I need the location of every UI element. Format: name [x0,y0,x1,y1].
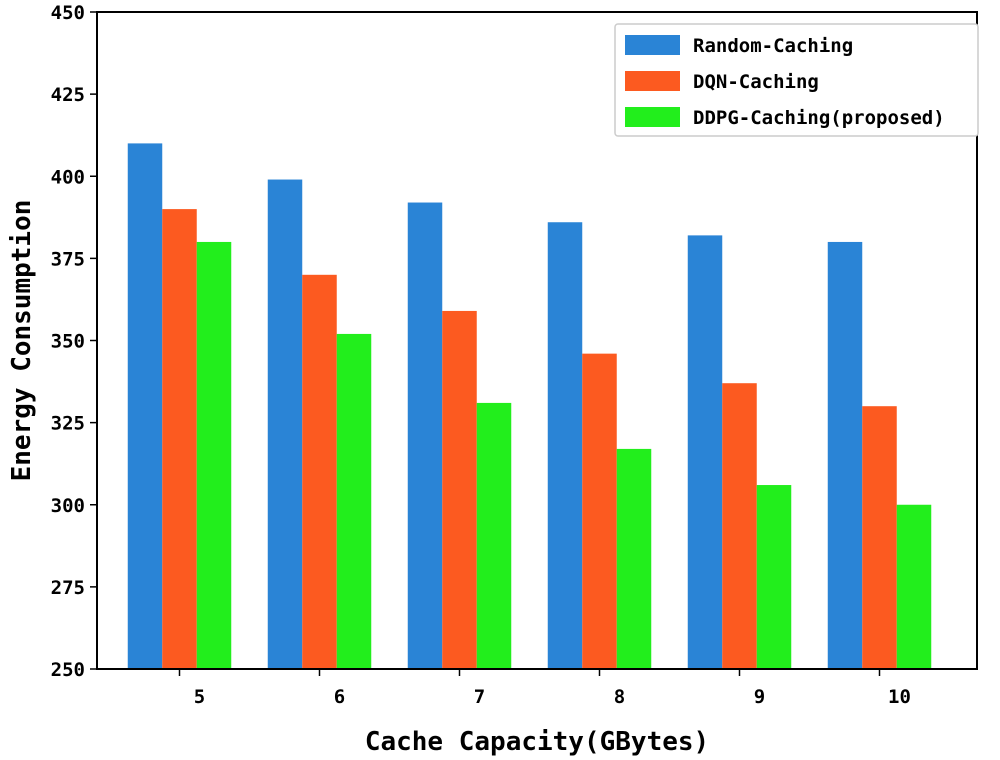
bar-ddpg-caching-proposed-8 [616,448,652,669]
bar-random-caching-8 [547,222,583,670]
y-tick-label: 250 [51,659,85,681]
x-axis-ticks: 5 6 7 8 9 10 [178,669,911,708]
bar-dqn-caching-10 [862,406,897,669]
bar-random-caching-9 [687,235,723,669]
bar-dqn-caching-5 [162,209,197,669]
legend-swatch [625,35,680,55]
legend-swatch [625,107,680,127]
y-tick-label: 375 [51,248,85,270]
legend: Random-Caching DQN-Caching DDPG-Caching(pr… [614,23,979,137]
legend-label: DQN-Caching [693,71,819,93]
x-tick-label: 5 [194,686,205,708]
legend-label: Random-Caching [693,35,853,57]
bar-dqn-caching-6 [302,274,337,669]
x-tick-label: 7 [474,686,485,708]
y-axis-label: Energy Consumption [7,200,37,482]
y-tick-label: 400 [51,166,85,188]
x-tick-label: 6 [334,686,345,708]
y-tick-label: 450 [51,2,85,24]
x-tick-label: 9 [754,686,765,708]
legend-label: DDPG-Caching(proposed) [693,107,945,129]
bar-ddpg-caching-proposed-10 [896,504,932,669]
legend-swatch [625,71,680,91]
y-tick-label: 325 [51,413,85,435]
y-tick-label: 350 [51,331,85,353]
bar-random-caching-5 [127,143,163,669]
y-tick-label: 275 [51,577,85,599]
x-tick-label: 8 [614,686,625,708]
bar-dqn-caching-8 [582,353,617,669]
bar-dqn-caching-7 [442,310,477,669]
y-tick-label: 300 [51,495,85,517]
y-axis-ticks: 250 275 300 325 350 375 400 425 450 [51,2,97,681]
bar-random-caching-6 [267,179,303,669]
bar-ddpg-caching-proposed-9 [756,485,792,669]
y-tick-label: 425 [51,84,85,106]
bar-ddpg-caching-proposed-6 [336,333,372,669]
x-tick-label: 10 [888,686,911,708]
bar-ddpg-caching-proposed-7 [476,402,512,669]
bar-dqn-caching-9 [722,383,757,669]
bars-layer [127,143,932,670]
bar-random-caching-10 [827,241,863,669]
x-axis-label: Cache Capacity(GBytes) [365,727,709,757]
bar-random-caching-7 [407,202,443,669]
legend-box [614,23,979,137]
bar-ddpg-caching-proposed-5 [196,241,232,669]
